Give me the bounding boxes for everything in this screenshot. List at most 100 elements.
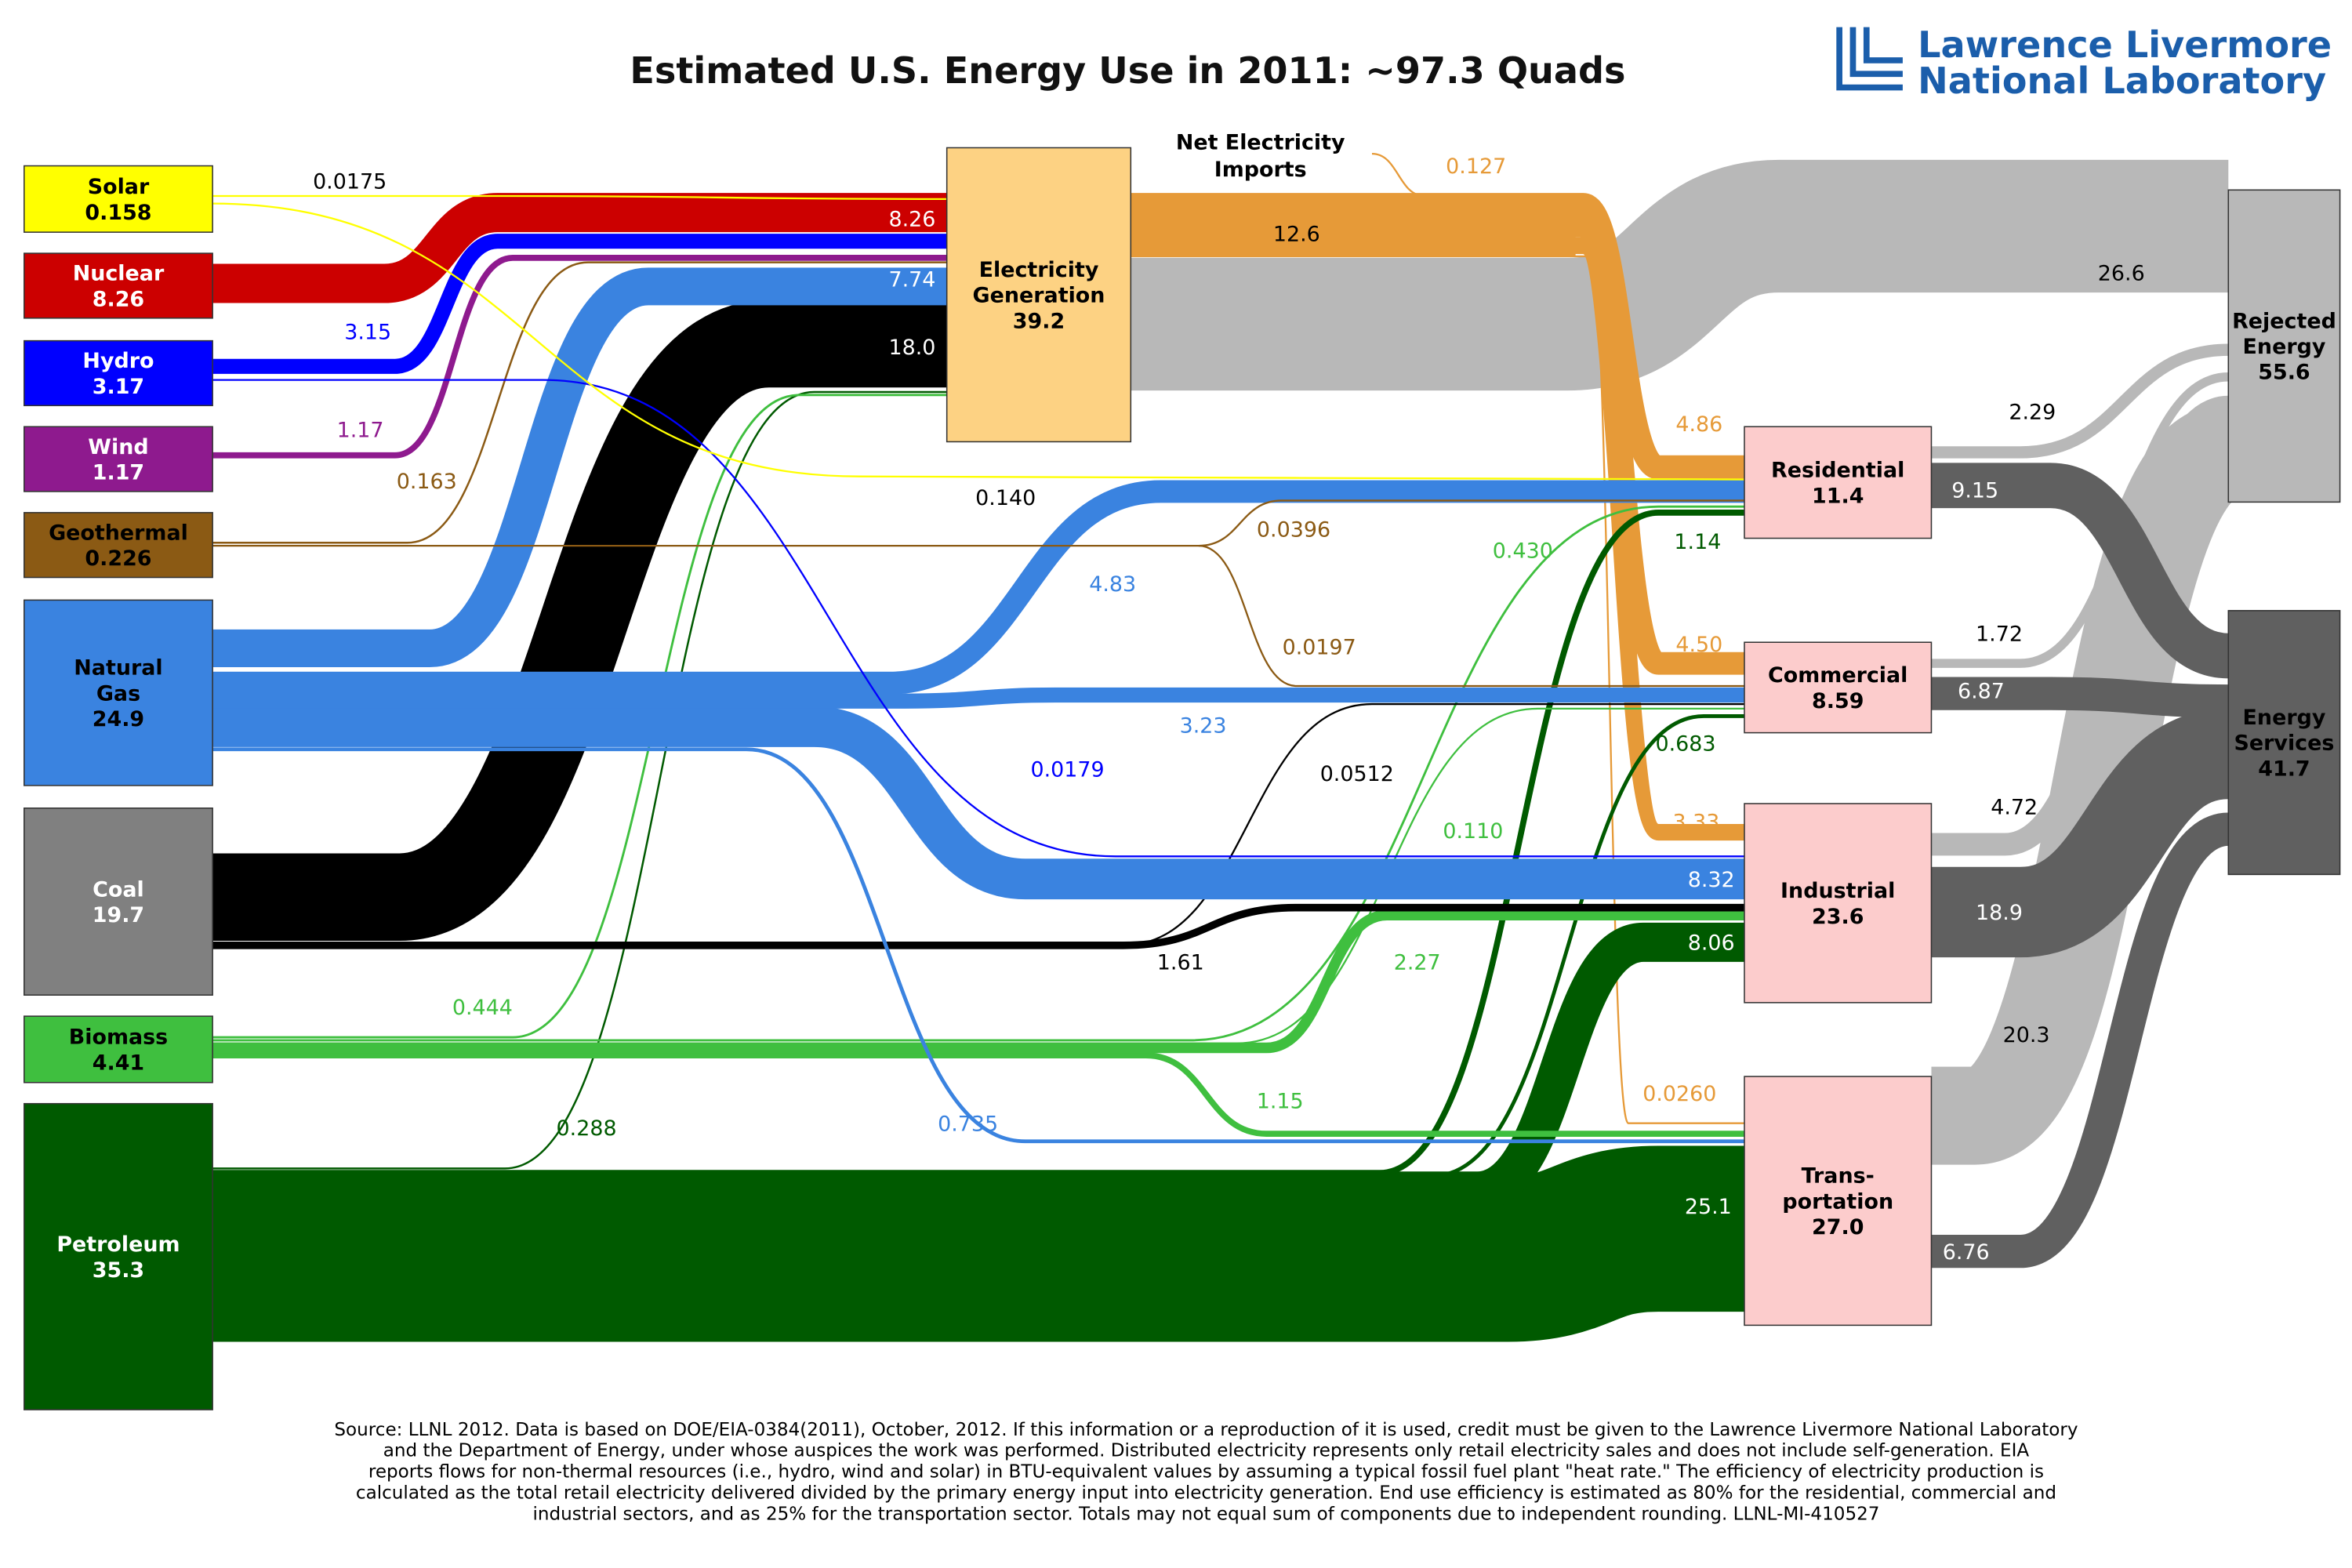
flow-residential-to-services <box>1931 463 2230 679</box>
flow-label-coal-to-commercial: 0.0512 <box>1320 762 1394 786</box>
flow-industrial-to-rejected <box>1931 395 2230 856</box>
node-solar-box <box>23 165 213 233</box>
flow-label-natural_gas-to-industrial: 8.32 <box>1688 868 1735 892</box>
flow-transportation-to-services <box>1931 812 2230 1269</box>
node-transportation-label: Trans- <box>1802 1164 1875 1189</box>
flow-label-solar-to-electricity: 0.0175 <box>313 169 387 194</box>
node-residential-box <box>1744 426 1933 539</box>
flow-label-biomass-to-commercial: 0.110 <box>1443 819 1503 844</box>
flow-label-coal-to-industrial: 1.61 <box>1157 951 1204 975</box>
node-rejected-value: 55.6 <box>2258 361 2310 385</box>
node-services-value: 41.7 <box>2258 757 2310 781</box>
node-biomass-value: 4.41 <box>93 1051 144 1075</box>
flows-layer <box>212 153 2239 1342</box>
logo-line2: National Laboratory <box>1918 60 2326 102</box>
flow-label-geothermal-to-commercial: 0.0197 <box>1283 636 1356 660</box>
llnl-logo-icon <box>1836 27 1903 91</box>
footnote: Source: LLNL 2012. Data is based on DOE/… <box>334 1420 2078 1525</box>
flow-label-biomass-to-industrial: 2.27 <box>1394 951 1441 975</box>
flow-label-distribution-to-industrial: 3.33 <box>1673 811 1720 835</box>
net-imports-label-line2: Imports <box>1214 158 1307 182</box>
footnote-line: Source: LLNL 2012. Data is based on DOE/… <box>334 1420 2078 1440</box>
node-industrial-value: 23.6 <box>1812 905 1864 929</box>
node-biomass-label: Biomass <box>69 1025 168 1050</box>
flow-label-petroleum-to-electricity: 0.288 <box>557 1116 617 1141</box>
node-nuclear-label: Nuclear <box>73 262 165 286</box>
flow-natural_gas-to-residential <box>212 480 1744 695</box>
node-electricity-box <box>946 147 1132 443</box>
flow-label-petroleum-to-commercial: 0.683 <box>1655 732 1715 757</box>
flow-label-geothermal-to-electricity: 0.163 <box>397 470 457 494</box>
node-commercial-value: 8.59 <box>1812 689 1864 713</box>
node-hydro-box <box>23 339 213 407</box>
flow-label-residential-to-services: 9.15 <box>1951 479 1998 503</box>
node-wind-box <box>23 426 213 492</box>
node-coal-value: 19.7 <box>93 903 144 927</box>
flow-label-distribution-to-transportation: 0.0260 <box>1642 1082 1716 1106</box>
node-commercial-box <box>1744 641 1933 734</box>
flow-biomass-to-residential <box>212 505 1744 1042</box>
node-coal-box <box>23 808 213 996</box>
node-rejected-box <box>2227 189 2341 503</box>
flow-label-natural_gas-to-electricity: 7.74 <box>889 267 936 292</box>
flow-hydro-to-industrial <box>212 379 1744 858</box>
flow-label-commercial-to-rejected: 1.72 <box>1976 622 2023 646</box>
flow-label-petroleum-to-transportation: 25.1 <box>1685 1195 1732 1219</box>
flow-nuclear-to-electricity <box>212 193 947 303</box>
node-commercial-label: Commercial <box>1768 663 1907 688</box>
flow-label-natural_gas-to-transportation: 0.735 <box>938 1112 998 1136</box>
flow-label-biomass-to-residential: 0.430 <box>1493 539 1553 564</box>
node-solar-label: Solar <box>88 175 150 199</box>
flow-label-industrial-to-services: 18.9 <box>1976 901 2023 925</box>
node-services-label: Services <box>2234 731 2335 756</box>
node-natural_gas-value: 24.9 <box>93 707 144 731</box>
flow-solar-to-electricity <box>212 194 947 200</box>
node-services-label: Energy <box>2243 706 2326 730</box>
chart-title: Estimated U.S. Energy Use in 2011: ~97.3… <box>630 49 1625 92</box>
flow-label-solar-to-residential: 0.140 <box>975 486 1036 510</box>
flow-hydro-to-electricity <box>212 234 947 374</box>
flow-biomass-to-transportation <box>212 1052 1744 1137</box>
flow-coal-to-electricity <box>212 299 947 941</box>
flow-label-biomass-to-electricity: 0.444 <box>452 996 513 1020</box>
node-solar-value: 0.158 <box>85 201 151 225</box>
flow-geothermal-to-electricity <box>212 261 947 544</box>
llnl-logo: Lawrence Livermore National Laboratory <box>1836 24 2332 102</box>
node-services-box <box>2227 610 2341 876</box>
flow-label-geothermal-to-residential: 0.0396 <box>1257 518 1330 543</box>
flow-label-electricity-to-rejected: 26.6 <box>2098 262 2145 286</box>
flow-label-industrial-to-rejected: 4.72 <box>1991 795 2038 819</box>
node-rejected-label: Energy <box>2243 335 2326 359</box>
node-wind-value: 1.17 <box>93 461 144 485</box>
flow-label-transportation-to-services: 6.76 <box>1943 1240 1990 1265</box>
flow-geothermal-to-commercial <box>1198 545 1744 688</box>
node-natural_gas-box <box>23 599 213 786</box>
flow-label-coal-to-electricity: 18.0 <box>889 336 936 360</box>
flow-label-natural_gas-to-residential: 4.83 <box>1089 572 1136 597</box>
flow-solar-to-residential <box>212 202 1745 481</box>
flow-net_imports-to-distribution <box>1371 153 1425 198</box>
flow-labels-layer: 0.0175 0.140 8.26 3.15 0.0179 1.17 0.163 0.0396… <box>313 154 2145 1265</box>
net-imports-label-line1: Net Electricity <box>1176 130 1345 154</box>
footnote-line: and the Department of Energy, under whos… <box>383 1441 2030 1461</box>
flow-coal-to-commercial <box>1123 702 1744 946</box>
flow-residential-to-rejected <box>1931 343 2229 459</box>
flow-label-distribution-to-commercial: 4.50 <box>1675 633 1722 657</box>
flow-natural_gas-to-commercial <box>212 687 1744 709</box>
flow-label-residential-to-rejected: 2.29 <box>2009 401 2056 425</box>
node-electricity-label: Generation <box>973 284 1105 308</box>
node-geothermal-label: Geothermal <box>49 521 188 545</box>
